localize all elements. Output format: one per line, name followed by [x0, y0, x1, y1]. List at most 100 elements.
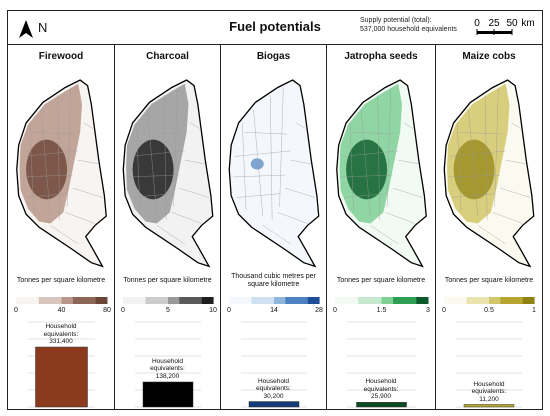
legend-swatch	[393, 297, 406, 304]
household-value: 25,900	[371, 393, 391, 401]
legend-tick-label: 0	[442, 307, 446, 314]
panel-title: Firewood	[38, 51, 84, 62]
district-boundary	[492, 212, 523, 224]
north-arrow-icon	[19, 20, 33, 38]
district-boundary	[468, 109, 479, 217]
household-bar-chart	[347, 321, 416, 408]
legend-tick-label: 1.5	[376, 307, 387, 314]
household-caption: Household equivalents:	[150, 357, 185, 373]
panel-title: Jatropha seeds	[344, 51, 418, 62]
household-caption: Household equivalents:	[256, 377, 291, 393]
household-bar	[35, 346, 88, 408]
district-boundary	[351, 132, 395, 135]
district-boundary	[477, 225, 506, 245]
north-label: N	[38, 20, 48, 35]
district-boundary	[126, 174, 180, 178]
district-boundary	[138, 132, 182, 135]
legend-swatch	[95, 297, 108, 304]
legend-swatch	[179, 297, 192, 304]
legend-swatch	[500, 297, 513, 304]
legend-color-ramp	[16, 297, 108, 304]
legend-ticks: 0 1.5 3	[333, 307, 430, 317]
legend-tick-label: 10	[209, 307, 217, 314]
legend-swatch	[262, 297, 275, 304]
household-value: 138,200	[155, 372, 180, 380]
map-outline	[228, 79, 320, 268]
legend-units: Tonnes per square kilometre	[123, 277, 212, 284]
district-boundary	[377, 94, 380, 220]
legend-swatch	[466, 297, 479, 304]
district-boundary	[370, 225, 399, 245]
legend-tick-label: 28	[315, 307, 323, 314]
legend-swatch	[274, 297, 286, 304]
legend-units: Thousand cubic metres per square kilomet…	[231, 273, 316, 288]
panel-charcoal: Charcoal Tonnes per square kilometre 0 5 10 H…	[115, 45, 221, 409]
legend-tick-label: 0	[121, 307, 125, 314]
district-boundary	[451, 193, 495, 198]
map-peak-zone	[346, 139, 388, 200]
legend-swatch	[38, 297, 51, 304]
household-value: 30,200	[263, 392, 284, 400]
panel-jatropha-seeds: Jatropha seeds Tonnes per square kilometr…	[327, 45, 436, 409]
district-boundary	[20, 174, 73, 178]
legend-swatch	[346, 297, 359, 304]
panel-title: Charcoal	[146, 51, 189, 62]
district-boundary	[253, 109, 264, 217]
panel-biogas: Biogas Thousand cubic metres per square k…	[221, 45, 327, 409]
choropleth-map	[336, 79, 427, 268]
legend-units: Tonnes per square kilometre	[336, 277, 426, 284]
legend-swatch	[477, 297, 490, 304]
scale-label-50: 50	[506, 18, 518, 29]
district-boundary	[349, 122, 354, 211]
scale-label-0: 0	[474, 18, 480, 29]
legend-tick-label: 3	[426, 307, 430, 314]
legend-swatch	[27, 297, 40, 304]
district-boundary	[242, 122, 247, 211]
choropleth-map	[16, 79, 107, 268]
district-boundary	[385, 212, 416, 224]
figure-header: N Fuel potentials Supply potential (tota…	[8, 11, 542, 45]
household-bar-chart	[28, 321, 95, 408]
legend-swatch	[358, 297, 371, 304]
district-boundary	[344, 193, 388, 198]
district-boundary	[156, 225, 185, 245]
legend-tick-label: 0	[227, 307, 231, 314]
district-boundary	[164, 94, 167, 220]
panel-title: Maize cobs	[462, 51, 516, 62]
household-value: 331,400	[49, 338, 73, 345]
district-boundary	[511, 122, 521, 129]
district-boundary	[392, 187, 423, 198]
district-boundary	[40, 109, 51, 217]
scale-label-km: km	[521, 18, 534, 29]
legend-tick-label: 40	[57, 307, 66, 314]
legend-ticks: 0 14 28	[227, 307, 323, 317]
district-boundary	[66, 87, 72, 207]
legend-swatch	[123, 297, 135, 304]
legend-units: Tonnes per square kilometre	[16, 277, 106, 284]
legend-swatch	[511, 297, 524, 304]
legend-swatch	[404, 297, 417, 304]
district-boundary	[360, 109, 371, 217]
household-bar-chart	[241, 321, 307, 408]
household-value: 11,200	[479, 395, 499, 403]
legend-ticks: 0 0.5 1	[442, 307, 536, 317]
legend-units: Tonnes per square kilometre	[444, 277, 534, 284]
district-boundary	[130, 193, 174, 198]
supply-line-1: Supply potential (total):	[360, 17, 432, 24]
legend-color-ramp	[335, 297, 429, 304]
legend-swatch	[416, 297, 429, 304]
legend-swatch	[145, 297, 158, 304]
household-bar-chart	[135, 321, 201, 408]
household-bar-chart	[456, 321, 522, 408]
district-boundary	[65, 212, 96, 224]
district-boundary	[190, 122, 200, 129]
district-boundary	[447, 174, 501, 178]
household-equivalents-label: Household equivalents: 138,200	[115, 358, 220, 381]
district-boundary	[398, 159, 419, 165]
district-boundary	[83, 122, 94, 129]
district-boundary	[236, 193, 280, 198]
legend-swatch	[444, 297, 456, 304]
choropleth-map	[122, 79, 214, 268]
legend-swatch	[168, 297, 180, 304]
scale-bar: 0 25 50 km	[474, 15, 538, 41]
